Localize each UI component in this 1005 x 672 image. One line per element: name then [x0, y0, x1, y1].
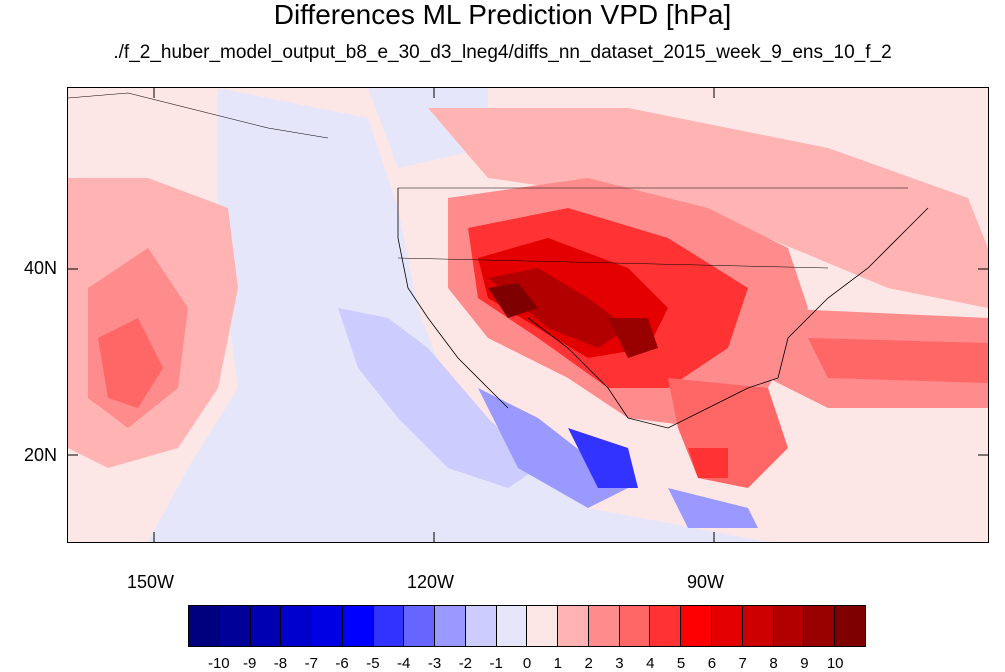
- colorbar-swatch: [281, 606, 313, 646]
- colorbar-tick-label: -8: [273, 655, 288, 672]
- colorbar-swatch: [342, 606, 374, 646]
- map-subtitle: ./f_2_huber_model_output_b8_e_30_d3_lneg…: [113, 42, 892, 63]
- colorbar-swatch: [312, 606, 343, 646]
- colorbar-swatch: [373, 606, 405, 646]
- colorbar-swatch: [588, 606, 620, 646]
- lat-label-40n: 40N: [24, 258, 58, 278]
- colorbar-tick-label: -6: [335, 655, 349, 672]
- colorbar-swatch: [835, 606, 865, 646]
- colorbar-tick-label: -1: [489, 655, 503, 672]
- colorbar-tick-label: 6: [707, 655, 717, 672]
- colorbar-swatch: [189, 606, 220, 646]
- vpd-difference-map: [67, 87, 989, 543]
- colorbar-swatch: [650, 606, 682, 646]
- colorbar-tick-label: -10: [207, 655, 230, 672]
- colorbar-swatch: [558, 606, 589, 646]
- colorbar-tick-label: -2: [458, 655, 473, 672]
- colorbar-swatch: [773, 606, 805, 646]
- colorbar-tick-label: 4: [646, 655, 655, 672]
- colorbar: [188, 605, 866, 647]
- colorbar-tick-label: -4: [397, 655, 411, 672]
- map-title: Differences ML Prediction VPD [hPa]: [273, 0, 732, 30]
- colorbar-swatch: [219, 606, 251, 646]
- colorbar-swatch: [465, 606, 497, 646]
- colorbar-swatch: [435, 606, 466, 646]
- colorbar-tick-label: 8: [769, 655, 778, 672]
- colorbar-tick-label: -9: [242, 655, 257, 672]
- colorbar-swatch: [742, 606, 774, 646]
- colorbar-swatch: [712, 606, 743, 646]
- colorbar-tick-label: 10: [826, 655, 844, 672]
- lon-label-150w: 150W: [127, 572, 175, 592]
- colorbar-tick-label: 7: [738, 655, 747, 672]
- colorbar-tick-label: -3: [427, 655, 442, 672]
- colorbar-swatch: [619, 606, 651, 646]
- colorbar-swatch: [404, 606, 436, 646]
- colorbar-swatch: [250, 606, 282, 646]
- colorbar-tick-label: -5: [366, 655, 380, 672]
- colorbar-tick-label: 9: [800, 655, 809, 672]
- colorbar-tick-label: 1: [553, 655, 562, 672]
- map-canvas: [68, 88, 988, 542]
- colorbar-tick-label: 2: [584, 655, 593, 672]
- colorbar-tick-label: -7: [304, 655, 318, 672]
- colorbar-swatch: [804, 606, 836, 646]
- colorbar-swatch: [681, 606, 713, 646]
- colorbar-tick-label: 0: [522, 655, 532, 672]
- lon-label-120w: 120W: [407, 572, 455, 592]
- lat-label-20n: 20N: [24, 445, 58, 465]
- colorbar-swatch: [496, 606, 528, 646]
- colorbar-tick-label: 5: [676, 655, 686, 672]
- colorbar-tick-label: 3: [615, 655, 624, 672]
- colorbar-swatch: [527, 606, 559, 646]
- lon-label-90w: 90W: [687, 572, 725, 592]
